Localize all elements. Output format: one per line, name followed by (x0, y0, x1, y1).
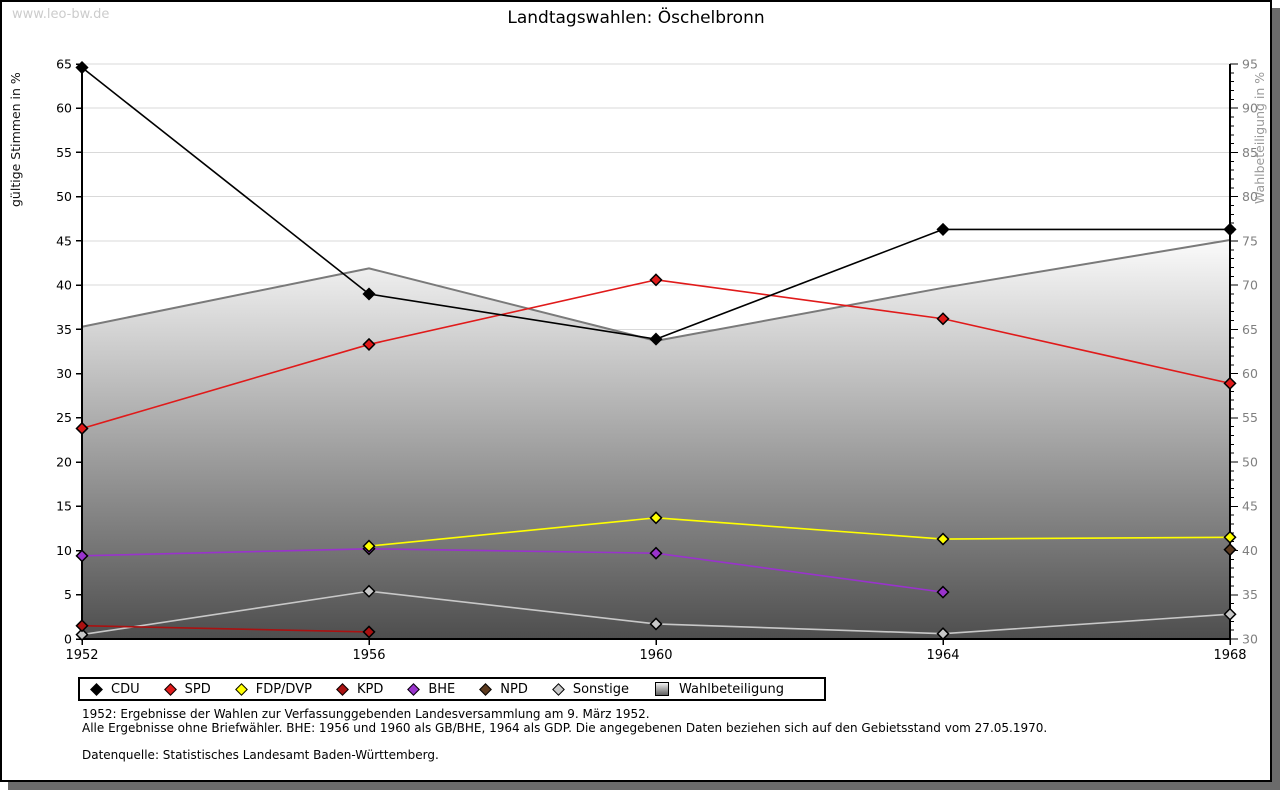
svg-text:55: 55 (56, 145, 72, 160)
legend-label: Wahlbeteiligung (679, 681, 785, 697)
legend-item-npd: NPD (479, 681, 528, 697)
svg-text:75: 75 (1242, 233, 1258, 248)
legend-item-fdp-dvp: FDP/DVP (234, 681, 312, 697)
legend-label: NPD (500, 681, 528, 697)
wahlbeteiligung-area (81, 239, 1231, 640)
legend-item-sonstige: Sonstige (551, 681, 630, 697)
svg-text:65: 65 (1242, 322, 1258, 337)
svg-text:65: 65 (56, 56, 72, 71)
watermark: www.leo-bw.de (12, 7, 110, 22)
svg-text:45: 45 (1242, 499, 1258, 514)
svg-text:30: 30 (56, 366, 72, 381)
right-axis-ticks: 30 35 40 45 50 55 60 65 70 75 80 85 90 95 (1230, 56, 1258, 646)
legend-label: SPD (184, 681, 211, 697)
svg-text:45: 45 (56, 233, 72, 248)
diamond-marker-icon (407, 682, 421, 696)
svg-text:50: 50 (1242, 454, 1258, 469)
legend-item-bhe: BHE (407, 681, 456, 697)
series-spd (75, 273, 1237, 436)
series-kpd (75, 619, 376, 639)
series-fdp-dvp (362, 511, 1237, 553)
gradient-swatch-icon (655, 682, 670, 696)
svg-text:40: 40 (1242, 543, 1258, 558)
page-title: Landtagswahlen: Öschelbronn (507, 8, 765, 28)
svg-text:20: 20 (56, 454, 72, 469)
series-cdu (75, 60, 1237, 346)
series-npd (1223, 543, 1237, 557)
x-axis-ticks: 1952 1956 1960 1964 1968 (65, 639, 1247, 663)
footnote-line-1: 1952: Ergebnisse der Wahlen zur Verfassu… (82, 707, 650, 721)
svg-text:1960: 1960 (639, 648, 672, 663)
diamond-marker-icon (336, 682, 349, 696)
svg-text:25: 25 (56, 410, 72, 425)
svg-text:1968: 1968 (1213, 648, 1246, 663)
legend-label: Sonstige (572, 681, 630, 697)
svg-text:60: 60 (56, 101, 72, 116)
legend: CDU SPD FDP/DVP KPD BHE NPD Sonstige Wahlbeteil… (78, 677, 826, 701)
svg-text:1956: 1956 (352, 648, 385, 663)
svg-text:35: 35 (1242, 587, 1258, 602)
legend-item-wahlbeteiligung: Wahlbeteiligung (655, 682, 784, 697)
svg-text:5: 5 (64, 587, 72, 602)
footnote-line-2: Alle Ergebnisse ohne Briefwähler. BHE: 1… (82, 720, 1048, 735)
svg-text:85: 85 (1242, 145, 1258, 160)
svg-text:40: 40 (56, 278, 72, 293)
legend-item-cdu: CDU (90, 681, 140, 697)
svg-text:0: 0 (64, 631, 72, 646)
svg-text:90: 90 (1242, 101, 1258, 116)
svg-text:55: 55 (1242, 410, 1258, 425)
legend-label: KPD (356, 681, 384, 697)
source-line: Datenquelle: Statistisches Landesamt Bad… (82, 748, 439, 762)
legend-label: FDP/DVP (255, 681, 312, 697)
svg-text:35: 35 (56, 322, 72, 337)
svg-text:80: 80 (1242, 189, 1258, 204)
series-sonstige (75, 584, 1237, 642)
svg-text:1964: 1964 (926, 648, 959, 663)
diamond-marker-icon (90, 682, 103, 696)
legend-item-kpd: KPD (336, 681, 384, 697)
diamond-marker-icon (234, 682, 248, 696)
svg-text:95: 95 (1242, 56, 1258, 71)
svg-text:10: 10 (56, 543, 72, 558)
svg-text:70: 70 (1242, 278, 1258, 293)
footnotes: 1952: Ergebnisse der Wahlen zur Verfassu… (82, 707, 1048, 763)
svg-text:15: 15 (56, 499, 72, 514)
legend-label: CDU (111, 681, 140, 697)
chart-canvas: 0 5 10 15 20 25 30 35 40 45 50 55 60 65 30 35 40 45 50 55 60… (8, 56, 1267, 663)
svg-text:50: 50 (56, 189, 72, 204)
left-axis-title: gültige Stimmen in % (8, 72, 23, 207)
right-axis-title: Wahlbeteiligung in % (1252, 72, 1267, 204)
diamond-marker-icon (551, 682, 565, 696)
legend-item-spd: SPD (163, 681, 211, 697)
legend-label: BHE (428, 681, 456, 697)
svg-text:60: 60 (1242, 366, 1258, 381)
svg-text:1952: 1952 (65, 648, 98, 663)
diamond-marker-icon (163, 682, 177, 696)
diamond-marker-icon (479, 682, 493, 696)
svg-text:30: 30 (1242, 631, 1258, 646)
